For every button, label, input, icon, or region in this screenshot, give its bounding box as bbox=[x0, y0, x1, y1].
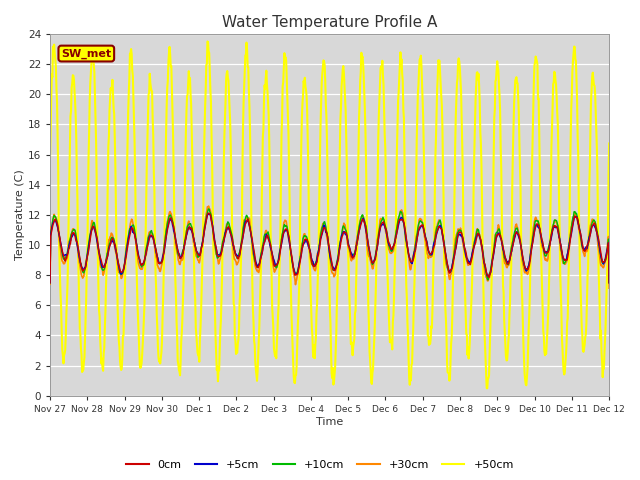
+30cm bbox=[150, 238, 157, 244]
X-axis label: Time: Time bbox=[316, 417, 343, 427]
+50cm bbox=[279, 84, 287, 89]
Line: +5cm: +5cm bbox=[50, 214, 609, 283]
+10cm bbox=[205, 206, 212, 212]
0cm bbox=[578, 237, 586, 243]
Line: 0cm: 0cm bbox=[50, 213, 609, 283]
+50cm bbox=[579, 332, 586, 337]
+10cm bbox=[279, 230, 287, 236]
+10cm bbox=[150, 236, 157, 241]
+50cm bbox=[376, 82, 384, 87]
0cm bbox=[46, 280, 54, 286]
+10cm bbox=[578, 241, 586, 247]
Line: +10cm: +10cm bbox=[50, 209, 609, 283]
+50cm bbox=[483, 385, 490, 391]
+30cm bbox=[73, 241, 81, 247]
+5cm bbox=[204, 211, 212, 217]
+5cm bbox=[150, 239, 157, 244]
+5cm bbox=[578, 239, 586, 245]
0cm bbox=[376, 227, 384, 232]
+5cm bbox=[376, 228, 384, 233]
+10cm bbox=[376, 223, 384, 228]
+5cm bbox=[46, 280, 54, 286]
0cm bbox=[205, 210, 212, 216]
+10cm bbox=[73, 240, 81, 245]
+50cm bbox=[150, 170, 157, 176]
+30cm bbox=[376, 217, 384, 223]
0cm bbox=[587, 230, 595, 236]
+5cm bbox=[605, 280, 613, 286]
+30cm bbox=[279, 231, 287, 237]
+30cm bbox=[578, 243, 586, 249]
+30cm bbox=[205, 203, 212, 209]
Line: +50cm: +50cm bbox=[50, 41, 609, 388]
+50cm bbox=[588, 96, 595, 102]
Line: +30cm: +30cm bbox=[50, 206, 609, 288]
0cm bbox=[73, 239, 81, 244]
+50cm bbox=[46, 155, 54, 160]
Legend: 0cm, +5cm, +10cm, +30cm, +50cm: 0cm, +5cm, +10cm, +30cm, +50cm bbox=[122, 456, 518, 474]
+5cm bbox=[587, 231, 595, 237]
0cm bbox=[279, 233, 287, 239]
+30cm bbox=[587, 222, 595, 228]
+50cm bbox=[204, 38, 211, 44]
0cm bbox=[150, 238, 157, 244]
+50cm bbox=[73, 172, 81, 178]
Y-axis label: Temperature (C): Temperature (C) bbox=[15, 169, 25, 260]
+30cm bbox=[46, 281, 54, 287]
+5cm bbox=[279, 235, 287, 241]
Title: Water Temperature Profile A: Water Temperature Profile A bbox=[222, 15, 437, 30]
0cm bbox=[605, 280, 613, 286]
+30cm bbox=[605, 285, 613, 291]
+5cm bbox=[73, 240, 81, 246]
+50cm bbox=[605, 141, 613, 146]
+10cm bbox=[605, 280, 613, 286]
+10cm bbox=[587, 228, 595, 233]
+10cm bbox=[46, 280, 54, 286]
Text: SW_met: SW_met bbox=[61, 48, 111, 59]
